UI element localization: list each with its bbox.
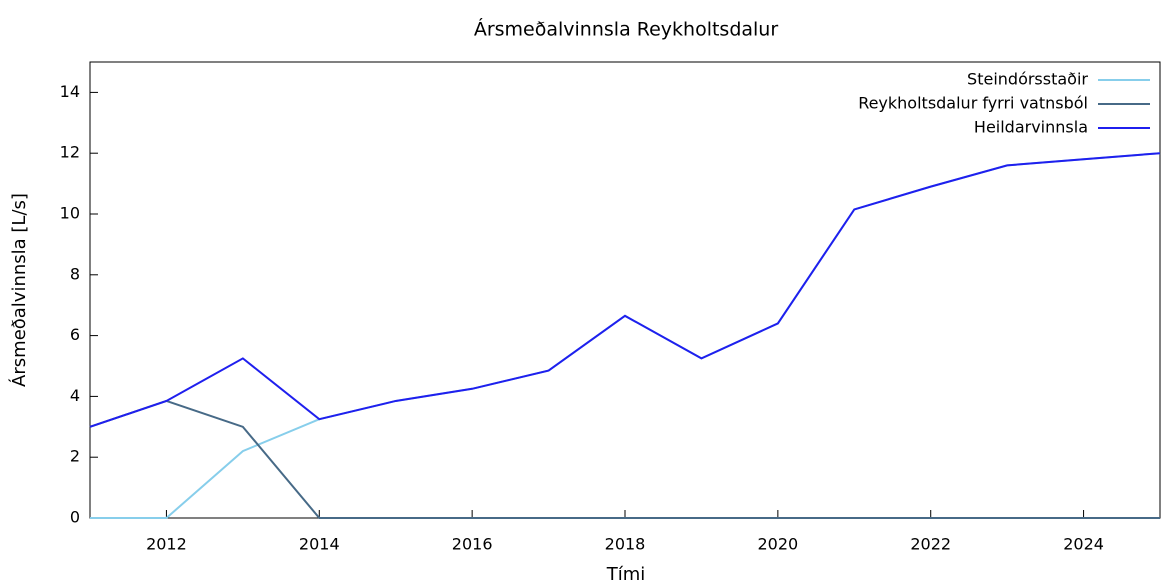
x-axis-label: Tími	[606, 564, 646, 584]
y-tick-label: 6	[70, 325, 80, 344]
x-tick-label: 2012	[146, 535, 187, 554]
y-tick-label: 14	[60, 82, 80, 101]
y-tick-label: 2	[70, 447, 80, 466]
legend-label: Heildarvinnsla	[974, 118, 1088, 137]
y-axis-label: Ársmeðalvinnsla [L/s]	[8, 193, 30, 387]
y-tick-label: 12	[60, 143, 80, 162]
x-tick-label: 2018	[605, 535, 646, 554]
chart-title: Ársmeðalvinnsla Reykholtsdalur	[474, 18, 779, 41]
y-tick-label: 0	[70, 508, 80, 527]
legend-label: Reykholtsdalur fyrri vatnsból	[858, 94, 1088, 113]
x-tick-label: 2014	[299, 535, 340, 554]
series-line	[90, 152, 1161, 519]
series-line	[89, 399, 1160, 519]
series-line	[89, 152, 1161, 428]
y-tick-label: 10	[60, 204, 80, 223]
x-tick-label: 2020	[757, 535, 798, 554]
y-tick-label: 8	[70, 264, 80, 283]
legend-label: Steindórsstaðir	[967, 70, 1088, 89]
x-tick-label: 2024	[1063, 535, 1104, 554]
y-tick-label: 4	[70, 386, 80, 405]
x-tick-label: 2022	[910, 535, 951, 554]
x-tick-label: 2016	[452, 535, 493, 554]
